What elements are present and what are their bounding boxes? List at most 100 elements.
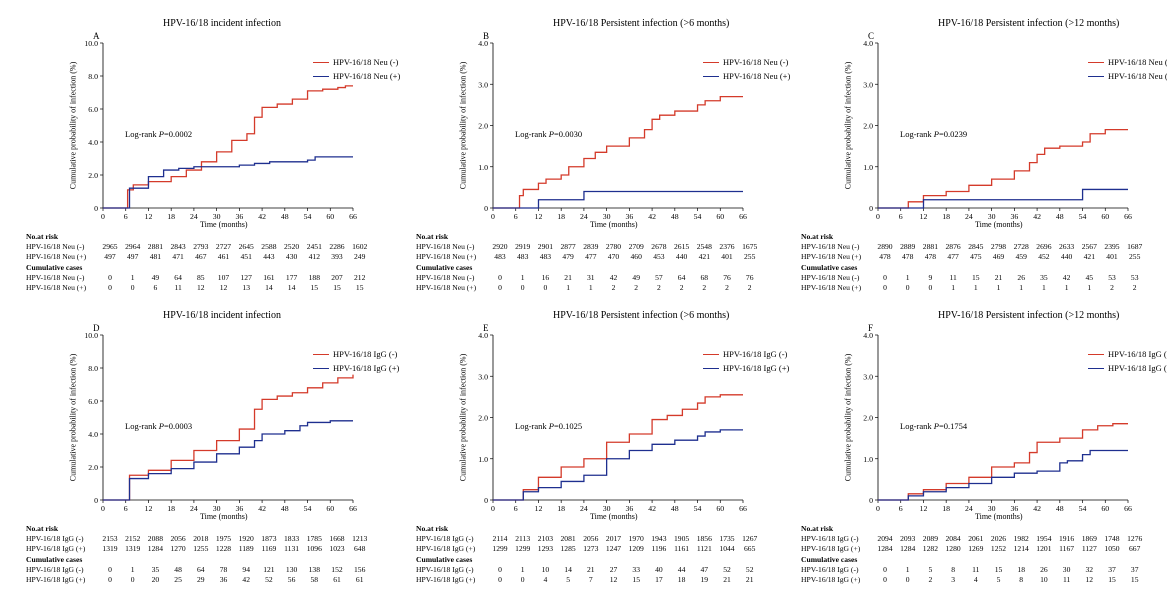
risk-value: 461 (217, 252, 230, 262)
risk-value: 1869 (1081, 534, 1097, 544)
risk-header: No.at risk (416, 524, 449, 533)
cum-value: 18 (677, 575, 686, 584)
y-axis-label: Cumulative probability of infection (%) (843, 61, 853, 189)
y-tick-label: 1.0 (863, 455, 873, 464)
risk-value: 2081 (560, 534, 576, 544)
cum-value: 0 (928, 283, 933, 292)
cum-value: 5 (566, 575, 570, 584)
cum-value: 42 (1062, 272, 1071, 282)
cum-value: 35 (1040, 272, 1048, 282)
x-tick-label: 30 (988, 212, 996, 221)
cum-value: 11 (949, 272, 957, 282)
logrank-text: Log-rank P=0.0239 (900, 129, 967, 139)
x-tick-label: 48 (671, 212, 679, 221)
risk-value: 2088 (147, 534, 163, 544)
risk-header: No.at risk (26, 232, 59, 241)
cum-value: 1 (588, 283, 593, 292)
cum-value: 5 (928, 564, 933, 574)
risk-value: 469 (992, 252, 1005, 262)
risk-value: 1023 (329, 544, 345, 554)
logrank-text: Log-rank P=0.0003 (125, 421, 192, 431)
cum-value: 21 (994, 272, 1003, 282)
cum-value: 49 (151, 272, 160, 282)
cum-value: 56 (287, 575, 296, 584)
logrank-p: P (548, 128, 554, 139)
risk-row-label: HPV-16/18 Neu (-) (26, 242, 85, 252)
x-tick-label: 60 (1101, 504, 1109, 513)
cum-row-label: HPV-16/18 Neu (-) (416, 272, 475, 282)
x-tick-label: 60 (326, 504, 334, 513)
cum-value: 30 (1062, 564, 1071, 574)
cum-value: 21 (587, 564, 595, 574)
logrank-value: =0.1754 (938, 420, 968, 431)
legend-swatch (313, 367, 329, 369)
x-axis-label: Time (months) (200, 220, 248, 229)
x-tick-label: 60 (326, 212, 334, 221)
series-positive-line (103, 156, 353, 209)
cum-value: 2 (725, 283, 729, 292)
cum-header: Cumulative cases (416, 262, 473, 272)
panel-letter: B (483, 31, 490, 41)
cum-value: 57 (655, 272, 663, 282)
x-tick-label: 54 (1079, 212, 1087, 221)
cum-value: 36 (219, 575, 228, 584)
legend-item: HPV-16/18 IgG (-) (313, 347, 399, 361)
logrank-prefix: Log-rank (515, 128, 549, 139)
y-tick-label: 0 (484, 204, 488, 213)
risk-value: 1735 (719, 534, 735, 544)
x-tick-label: 30 (603, 504, 611, 513)
risk-value: 2965 (102, 242, 118, 252)
cum-row-label: HPV-16/18 IgG (+) (416, 575, 476, 584)
x-tick-label: 12 (145, 212, 153, 221)
cum-value: 64 (197, 564, 205, 574)
cum-row-label: HPV-16/18 IgG (-) (26, 564, 84, 574)
risk-value: 2026 (990, 534, 1007, 544)
y-axis-label: Cumulative probability of infection (%) (68, 61, 78, 189)
cum-value: 12 (609, 575, 618, 584)
legend-swatch (313, 75, 329, 77)
risk-value: 477 (585, 252, 597, 262)
cum-value: 52 (723, 564, 731, 574)
risk-value: 667 (1128, 544, 1141, 554)
cum-header: Cumulative cases (801, 262, 858, 272)
risk-row-label: HPV-16/18 IgG (-) (26, 534, 84, 544)
cum-row-label: HPV-16/18 Neu (+) (801, 283, 862, 292)
risk-value: 2919 (515, 242, 531, 252)
legend: HPV-16/18 IgG (-) HPV-16/18 IgG (+) (703, 347, 789, 375)
series-negative-line (103, 85, 353, 209)
x-tick-label: 36 (625, 212, 633, 221)
x-tick-label: 42 (1033, 212, 1041, 221)
cum-value: 14 (564, 564, 572, 574)
x-tick-label: 24 (580, 212, 588, 221)
risk-value: 1785 (306, 534, 322, 544)
cum-value: 33 (632, 564, 640, 574)
cum-value: 4 (973, 575, 978, 584)
risk-table: No.at risk HPV-16/18 Neu (-) 2920 2919 2901 2… (390, 232, 770, 302)
risk-value: 478 (924, 252, 937, 262)
cum-value: 0 (520, 575, 525, 584)
cum-value: 2 (611, 283, 616, 292)
cum-value: 0 (883, 564, 887, 574)
legend: HPV-16/18 IgG (-) HPV-16/18 IgG (+) (1088, 347, 1167, 375)
risk-value: 1131 (284, 544, 300, 554)
risk-value: 255 (1128, 252, 1141, 262)
legend-label: HPV-16/18 Neu (+) (333, 71, 401, 81)
legend-swatch (1088, 367, 1104, 369)
risk-value: 1975 (215, 534, 232, 544)
cum-value: 15 (972, 272, 980, 282)
risk-value: 2114 (492, 534, 508, 544)
risk-value: 1293 (537, 544, 553, 554)
x-tick-label: 54 (304, 212, 312, 221)
risk-value: 497 (126, 252, 139, 262)
legend-swatch (703, 353, 719, 355)
cum-value: 2 (1132, 283, 1137, 292)
x-tick-label: 24 (190, 212, 198, 221)
risk-value: 2084 (945, 534, 961, 544)
logrank-prefix: Log-rank (900, 128, 934, 139)
y-tick-label: 1.0 (863, 163, 873, 172)
risk-value: 2696 (1036, 242, 1052, 252)
x-tick-label: 36 (235, 212, 243, 221)
risk-value: 1916 (1059, 534, 1075, 544)
logrank-text: Log-rank P=0.0030 (515, 129, 582, 139)
x-tick-label: 6 (124, 212, 128, 221)
